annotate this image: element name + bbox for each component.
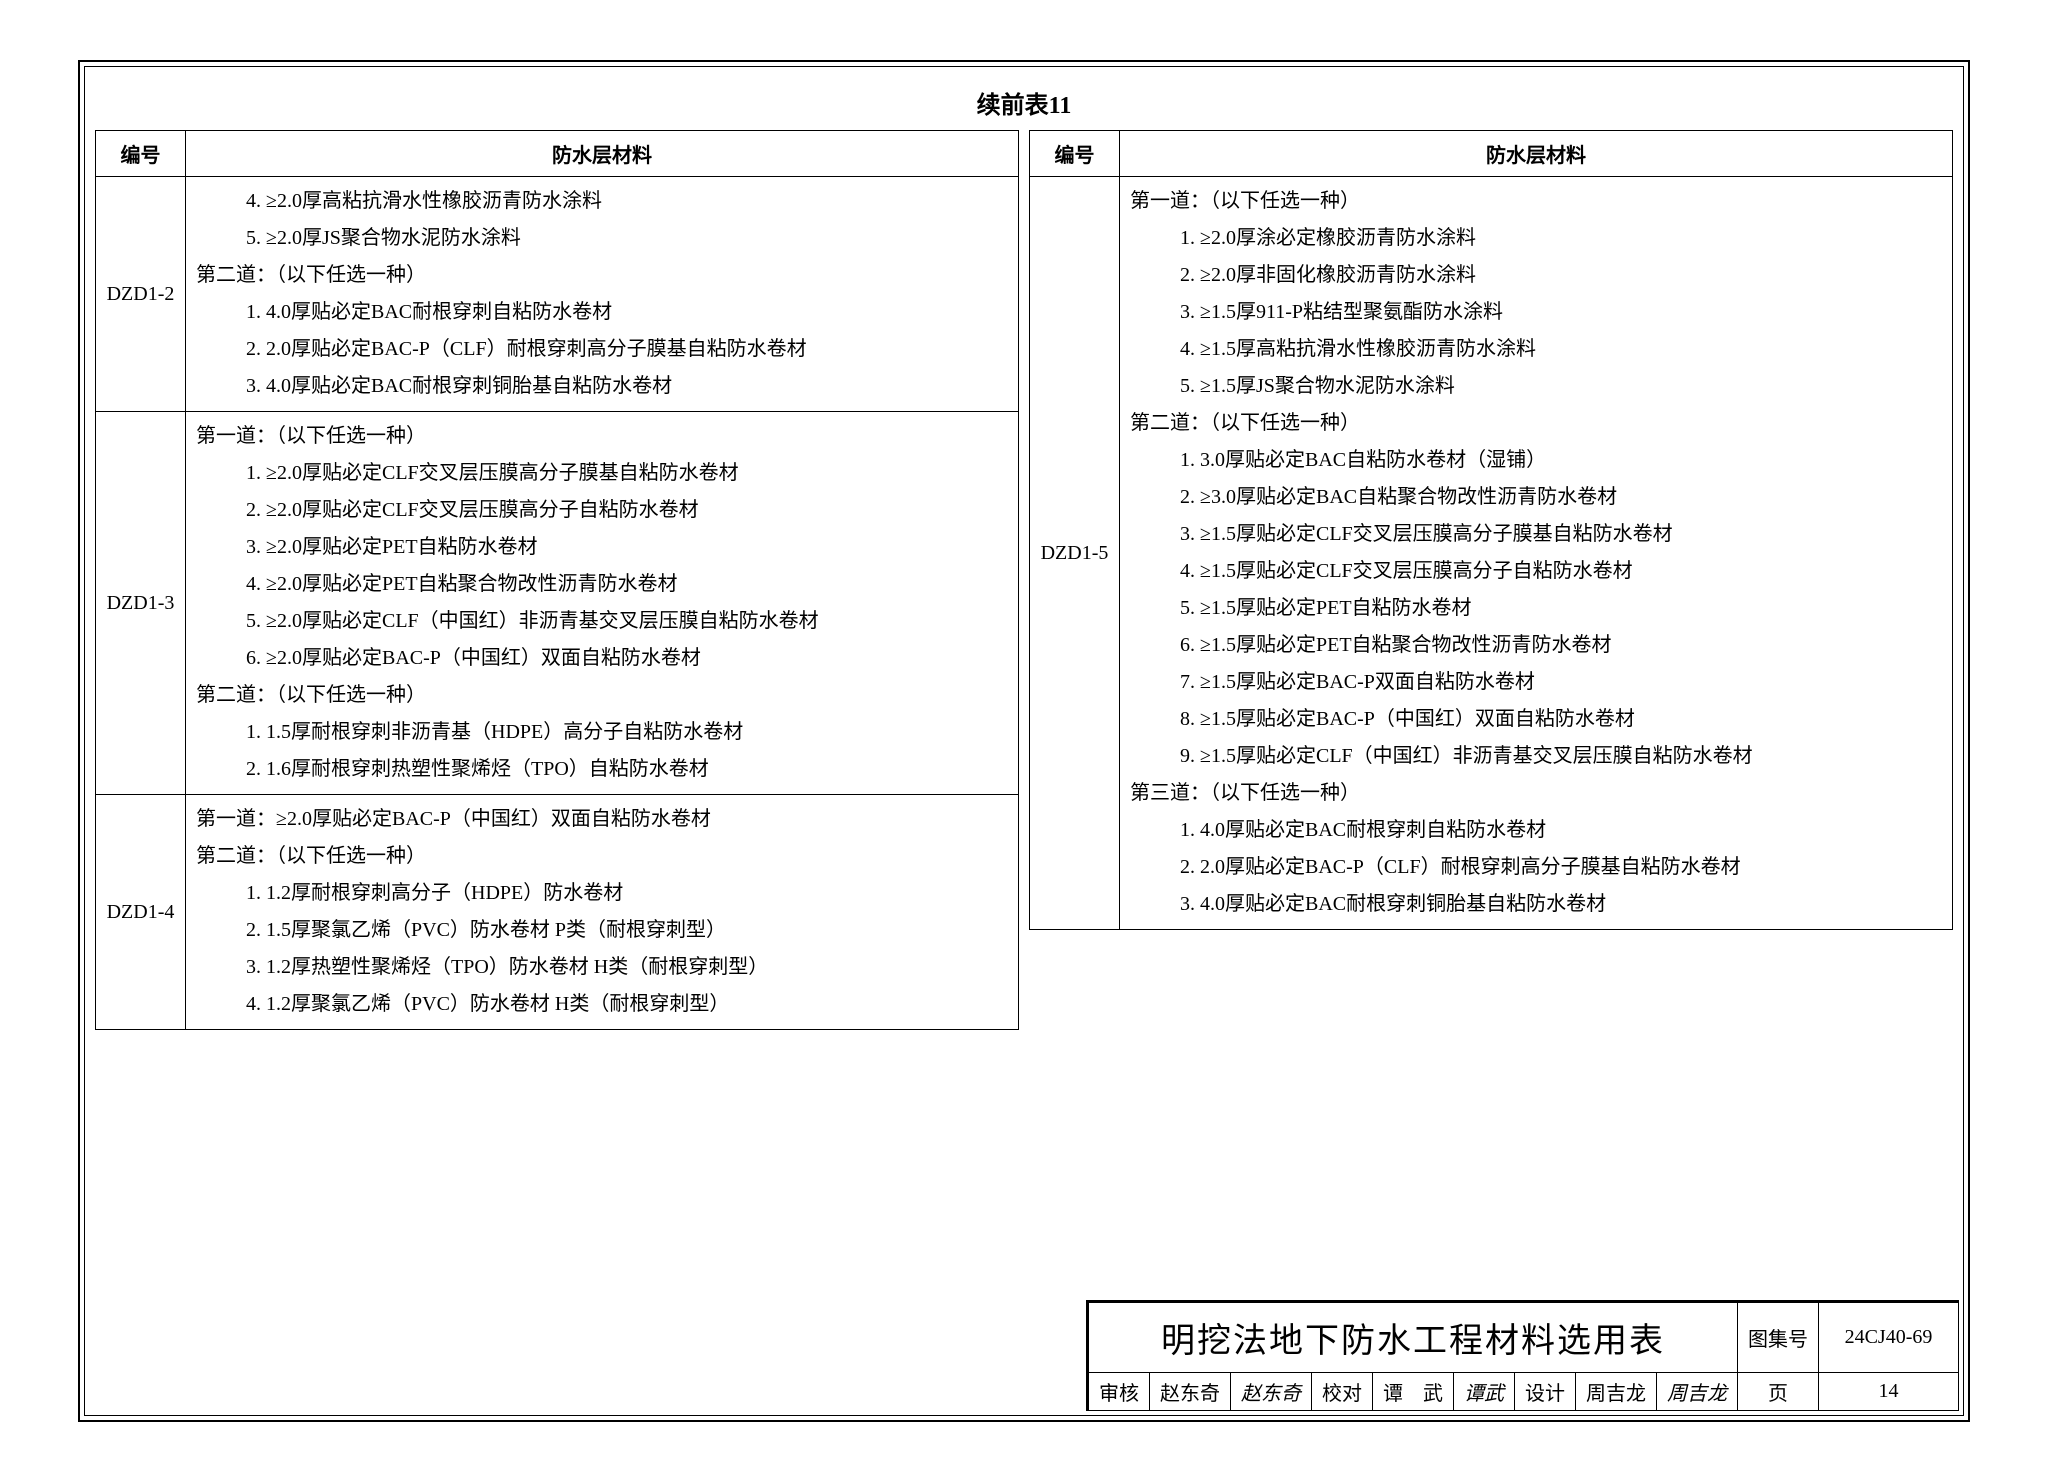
code-cell: DZD1-5	[1030, 177, 1120, 930]
header-material: 防水层材料	[186, 131, 1019, 177]
material-line: 8. ≥1.5厚贴必定BAC-P（中国红）双面自粘防水卷材	[1130, 701, 1942, 738]
material-line: 4. ≥1.5厚高粘抗滑水性橡胶沥青防水涂料	[1130, 331, 1942, 368]
material-line: 第二道：（以下任选一种）	[196, 677, 1008, 714]
left-column: 编号 防水层材料 DZD1-24. ≥2.0厚高粘抗滑水性橡胶沥青防水涂料5. …	[95, 130, 1019, 1030]
inner-frame: 续前表11 编号 防水层材料 DZD1-24. ≥2.0厚高粘抗滑水性橡胶沥青防…	[84, 66, 1964, 1416]
material-line: 3. ≥1.5厚911-P粘结型聚氨酯防水涂料	[1130, 294, 1942, 331]
material-line: 1. 4.0厚贴必定BAC耐根穿刺自粘防水卷材	[196, 294, 1008, 331]
title-block: 明挖法地下防水工程材料选用表 图集号 24CJ40-69 审核 赵东奇 赵东奇 …	[1086, 1300, 1959, 1411]
material-line: 3. 4.0厚贴必定BAC耐根穿刺铜胎基自粘防水卷材	[1130, 886, 1942, 923]
material-line: 2. ≥3.0厚贴必定BAC自粘聚合物改性沥青防水卷材	[1130, 479, 1942, 516]
right-column: 编号 防水层材料 DZD1-5第一道：（以下任选一种）1. ≥2.0厚涂必定橡胶…	[1029, 130, 1953, 1030]
material-line: 第一道：（以下任选一种）	[196, 418, 1008, 455]
tb-design-name: 周吉龙	[1576, 1373, 1657, 1411]
tb-row-signatures: 审核 赵东奇 赵东奇 校对 谭 武 谭武 设计 周吉龙 周吉龙 页 14	[1089, 1373, 1959, 1411]
code-cell: DZD1-3	[96, 412, 186, 795]
material-line: 4. ≥2.0厚高粘抗滑水性橡胶沥青防水涂料	[196, 183, 1008, 220]
material-line: 9. ≥1.5厚贴必定CLF（中国红）非沥青基交叉层压膜自粘防水卷材	[1130, 738, 1942, 775]
material-cell: 第一道：（以下任选一种）1. ≥2.0厚贴必定CLF交叉层压膜高分子膜基自粘防水…	[186, 412, 1019, 795]
material-cell: 4. ≥2.0厚高粘抗滑水性橡胶沥青防水涂料5. ≥2.0厚JS聚合物水泥防水涂…	[186, 177, 1019, 412]
tb-page-value: 14	[1819, 1373, 1959, 1411]
code-cell: DZD1-2	[96, 177, 186, 412]
material-line: 第一道：（以下任选一种）	[1130, 183, 1942, 220]
tb-row-title: 明挖法地下防水工程材料选用表 图集号 24CJ40-69	[1089, 1303, 1959, 1373]
material-line: 7. ≥1.5厚贴必定BAC-P双面自粘防水卷材	[1130, 664, 1942, 701]
header-code: 编号	[1030, 131, 1120, 177]
material-line: 第二道：（以下任选一种）	[196, 257, 1008, 294]
material-line: 第三道：（以下任选一种）	[1130, 775, 1942, 812]
material-line: 1. 4.0厚贴必定BAC耐根穿刺自粘防水卷材	[1130, 812, 1942, 849]
material-line: 3. ≥2.0厚贴必定PET自粘防水卷材	[196, 529, 1008, 566]
table-row: DZD1-5第一道：（以下任选一种）1. ≥2.0厚涂必定橡胶沥青防水涂料2. …	[1030, 177, 1953, 930]
table-row: DZD1-3第一道：（以下任选一种）1. ≥2.0厚贴必定CLF交叉层压膜高分子…	[96, 412, 1019, 795]
table-header-row: 编号 防水层材料	[1030, 131, 1953, 177]
table-header-row: 编号 防水层材料	[96, 131, 1019, 177]
header-code: 编号	[96, 131, 186, 177]
tb-atlas-label: 图集号	[1738, 1303, 1819, 1373]
tb-page-label: 页	[1738, 1373, 1819, 1411]
material-line: 4. ≥2.0厚贴必定PET自粘聚合物改性沥青防水卷材	[196, 566, 1008, 603]
material-line: 4. 1.2厚聚氯乙烯（PVC）防水卷材 H类（耐根穿刺型）	[196, 986, 1008, 1023]
material-line: 第二道：（以下任选一种）	[196, 838, 1008, 875]
spec-table-left: 编号 防水层材料 DZD1-24. ≥2.0厚高粘抗滑水性橡胶沥青防水涂料5. …	[95, 130, 1019, 1030]
tb-review-label: 审核	[1089, 1373, 1150, 1411]
material-line: 2. ≥2.0厚非固化橡胶沥青防水涂料	[1130, 257, 1942, 294]
material-cell: 第一道：（以下任选一种）1. ≥2.0厚涂必定橡胶沥青防水涂料2. ≥2.0厚非…	[1120, 177, 1953, 930]
material-cell: 第一道：≥2.0厚贴必定BAC-P（中国红）双面自粘防水卷材第二道：（以下任选一…	[186, 795, 1019, 1030]
material-line: 5. ≥1.5厚贴必定PET自粘防水卷材	[1130, 590, 1942, 627]
outer-frame: 续前表11 编号 防水层材料 DZD1-24. ≥2.0厚高粘抗滑水性橡胶沥青防…	[78, 60, 1970, 1422]
material-line: 3. 1.2厚热塑性聚烯烃（TPO）防水卷材 H类（耐根穿刺型）	[196, 949, 1008, 986]
tb-proof-name: 谭 武	[1373, 1373, 1454, 1411]
material-line: 2. 2.0厚贴必定BAC-P（CLF）耐根穿刺高分子膜基自粘防水卷材	[196, 331, 1008, 368]
material-line: 5. ≥1.5厚JS聚合物水泥防水涂料	[1130, 368, 1942, 405]
material-line: 1. 3.0厚贴必定BAC自粘防水卷材（湿铺）	[1130, 442, 1942, 479]
tb-review-name: 赵东奇	[1150, 1373, 1231, 1411]
material-line: 2. 1.6厚耐根穿刺热塑性聚烯烃（TPO）自粘防水卷材	[196, 751, 1008, 788]
table-row: DZD1-24. ≥2.0厚高粘抗滑水性橡胶沥青防水涂料5. ≥2.0厚JS聚合…	[96, 177, 1019, 412]
material-line: 第二道：（以下任选一种）	[1130, 405, 1942, 442]
material-line: 5. ≥2.0厚JS聚合物水泥防水涂料	[196, 220, 1008, 257]
material-line: 1. 1.2厚耐根穿刺高分子（HDPE）防水卷材	[196, 875, 1008, 912]
material-line: 1. 1.5厚耐根穿刺非沥青基（HDPE）高分子自粘防水卷材	[196, 714, 1008, 751]
page-title: 续前表11	[85, 67, 1963, 130]
material-line: 2. 2.0厚贴必定BAC-P（CLF）耐根穿刺高分子膜基自粘防水卷材	[1130, 849, 1942, 886]
material-line: 6. ≥1.5厚贴必定PET自粘聚合物改性沥青防水卷材	[1130, 627, 1942, 664]
tb-proof-label: 校对	[1312, 1373, 1373, 1411]
material-line: 第一道：≥2.0厚贴必定BAC-P（中国红）双面自粘防水卷材	[196, 801, 1008, 838]
tb-atlas-value: 24CJ40-69	[1819, 1303, 1959, 1373]
tb-design-label: 设计	[1515, 1373, 1576, 1411]
material-line: 2. ≥2.0厚贴必定CLF交叉层压膜高分子自粘防水卷材	[196, 492, 1008, 529]
code-cell: DZD1-4	[96, 795, 186, 1030]
material-line: 1. ≥2.0厚涂必定橡胶沥青防水涂料	[1130, 220, 1942, 257]
material-line: 3. ≥1.5厚贴必定CLF交叉层压膜高分子膜基自粘防水卷材	[1130, 516, 1942, 553]
material-line: 4. ≥1.5厚贴必定CLF交叉层压膜高分子自粘防水卷材	[1130, 553, 1942, 590]
material-line: 5. ≥2.0厚贴必定CLF（中国红）非沥青基交叉层压膜自粘防水卷材	[196, 603, 1008, 640]
table-row: DZD1-4第一道：≥2.0厚贴必定BAC-P（中国红）双面自粘防水卷材第二道：…	[96, 795, 1019, 1030]
spec-table-right: 编号 防水层材料 DZD1-5第一道：（以下任选一种）1. ≥2.0厚涂必定橡胶…	[1029, 130, 1953, 930]
tb-review-sig: 赵东奇	[1231, 1373, 1312, 1411]
tables-wrapper: 编号 防水层材料 DZD1-24. ≥2.0厚高粘抗滑水性橡胶沥青防水涂料5. …	[85, 130, 1963, 1030]
tb-main-title: 明挖法地下防水工程材料选用表	[1089, 1303, 1738, 1373]
tb-design-sig: 周吉龙	[1657, 1373, 1738, 1411]
material-line: 3. 4.0厚贴必定BAC耐根穿刺铜胎基自粘防水卷材	[196, 368, 1008, 405]
material-line: 6. ≥2.0厚贴必定BAC-P（中国红）双面自粘防水卷材	[196, 640, 1008, 677]
material-line: 2. 1.5厚聚氯乙烯（PVC）防水卷材 P类（耐根穿刺型）	[196, 912, 1008, 949]
tb-proof-sig: 谭武	[1454, 1373, 1515, 1411]
title-block-table: 明挖法地下防水工程材料选用表 图集号 24CJ40-69 审核 赵东奇 赵东奇 …	[1088, 1302, 1959, 1411]
material-line: 1. ≥2.0厚贴必定CLF交叉层压膜高分子膜基自粘防水卷材	[196, 455, 1008, 492]
header-material: 防水层材料	[1120, 131, 1953, 177]
